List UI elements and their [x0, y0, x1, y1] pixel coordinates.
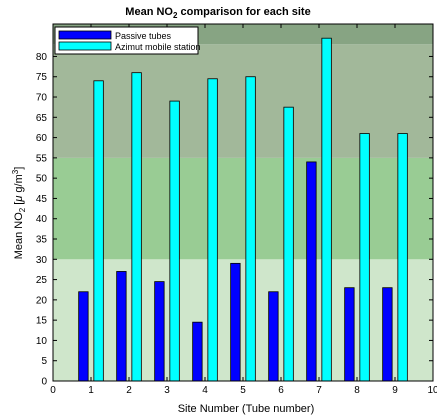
x-tick-label-9: 9 — [392, 385, 398, 396]
x-tick-label-0: 0 — [50, 385, 56, 396]
bar-passive-site-9 — [382, 287, 393, 382]
y-tick-label-30: 30 — [36, 255, 48, 266]
bars — [78, 37, 408, 382]
x-tick-label-2: 2 — [126, 385, 132, 396]
legend-label-passive: Passive tubes — [115, 31, 172, 41]
y-tick-label-40: 40 — [36, 214, 48, 225]
y-tick-label-0: 0 — [41, 377, 47, 388]
y-tick-label-75: 75 — [36, 72, 48, 83]
x-axis-label: Site Number (Tube number) — [178, 403, 315, 415]
y-tick-label-50: 50 — [36, 174, 48, 185]
chart-title: Mean NO2 comparison for each site — [125, 6, 310, 20]
x-tick-label-1: 1 — [88, 385, 94, 396]
y-tick-label-60: 60 — [36, 133, 48, 144]
x-tick-label-3: 3 — [164, 385, 170, 396]
y-tick-label-80: 80 — [36, 52, 48, 63]
y-tick-label-5: 5 — [41, 356, 47, 367]
y-tick-label-10: 10 — [36, 336, 48, 347]
background-band-2 — [53, 157, 433, 260]
x-tick-label-5: 5 — [240, 385, 246, 396]
y-tick-label-15: 15 — [36, 316, 48, 327]
x-tick-label-8: 8 — [354, 385, 360, 396]
legend-label-azimut: Azimut mobile station — [115, 42, 201, 52]
x-tick-label-4: 4 — [202, 385, 208, 396]
x-tick-label-7: 7 — [316, 385, 322, 396]
legend-swatch-passive — [58, 30, 112, 40]
bar-azimut-site-6 — [283, 106, 294, 382]
background-bands — [53, 24, 433, 381]
bar-passive-site-2 — [116, 271, 127, 382]
x-axis-ticks: 0 1 2 3 4 5 6 7 8 9 10 — [50, 24, 437, 396]
y-tick-label-35: 35 — [36, 235, 48, 246]
bar-passive-site-7 — [306, 161, 317, 382]
x-tick-label-10: 10 — [427, 385, 437, 396]
bar-azimut-site-2 — [131, 72, 142, 382]
bar-azimut-site-4 — [207, 78, 218, 382]
bar-azimut-site-8 — [359, 133, 370, 382]
bar-passive-site-3 — [154, 281, 165, 382]
y-tick-label-45: 45 — [36, 194, 48, 205]
y-axis-ticks: 0 5 10 15 20 25 30 35 40 45 50 55 60 65 70 75 80 — [36, 52, 433, 388]
y-tick-label-25: 25 — [36, 275, 48, 286]
bar-azimut-site-7 — [321, 37, 332, 382]
y-tick-label-55: 55 — [36, 153, 48, 164]
bar-azimut-site-1 — [93, 80, 104, 382]
bar-passive-site-5 — [230, 262, 241, 382]
background-band-1 — [53, 259, 433, 381]
legend: Passive tubes Azimut mobile station — [54, 26, 201, 55]
bar-passive-site-1 — [78, 291, 89, 382]
y-tick-label-70: 70 — [36, 93, 48, 104]
background-band-3 — [53, 44, 433, 158]
bar-azimut-site-5 — [245, 76, 256, 382]
y-tick-label-65: 65 — [36, 113, 48, 124]
bar-passive-site-8 — [344, 287, 355, 382]
bar-passive-site-6 — [268, 291, 279, 382]
bar-azimut-site-9 — [397, 133, 408, 382]
bar-azimut-site-3 — [169, 100, 180, 382]
x-tick-label-6: 6 — [278, 385, 284, 396]
bar-passive-site-4 — [192, 321, 203, 382]
y-axis-label: Mean NO2 [μ g/m3] — [11, 167, 27, 260]
legend-swatch-azimut — [58, 41, 112, 51]
y-tick-label-20: 20 — [36, 295, 48, 306]
